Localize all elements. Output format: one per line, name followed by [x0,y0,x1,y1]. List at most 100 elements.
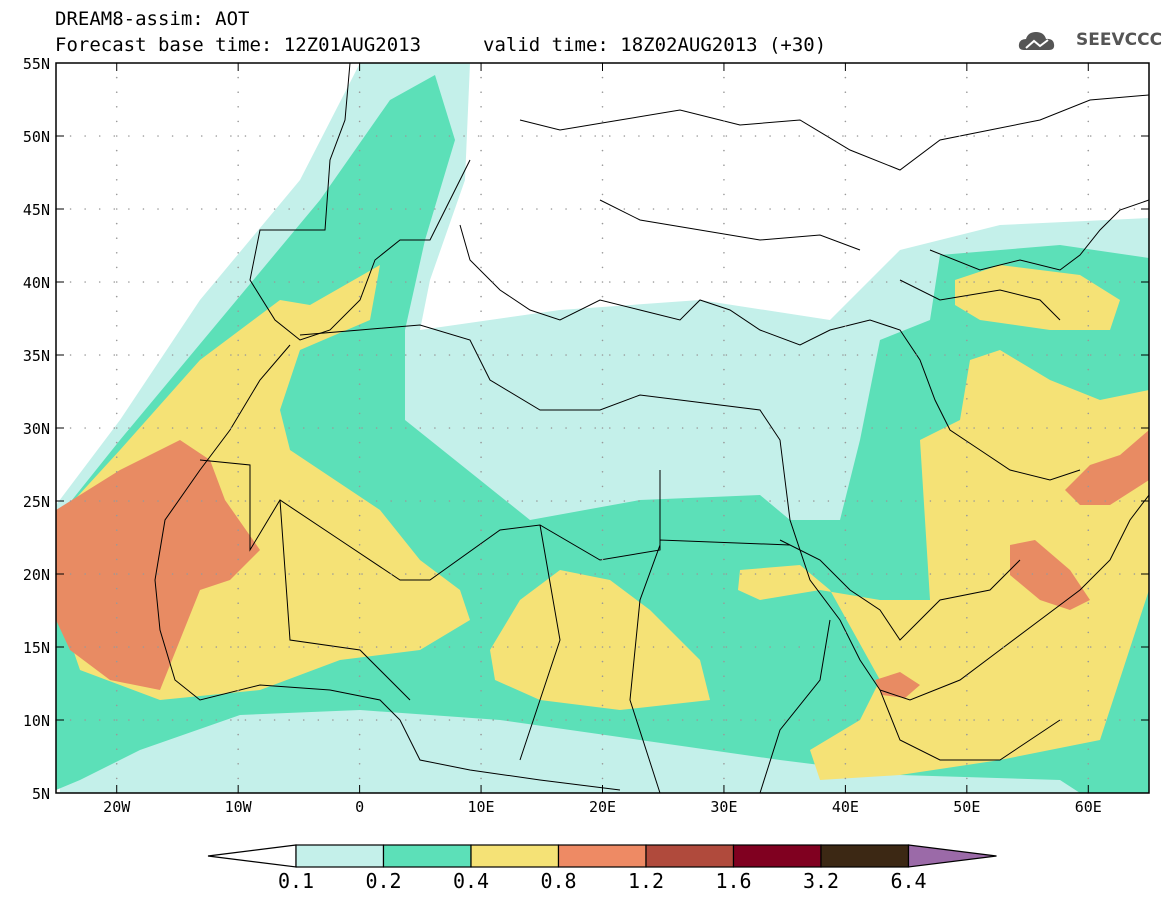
grid-dot [358,193,361,196]
grid-dot [844,266,847,269]
logo-text: SEEVCCC [1076,30,1163,50]
grid-dot [966,675,968,677]
grid-dot [346,500,349,502]
grid-dot [115,398,118,400]
grid-dot [1017,500,1019,502]
lon-tick-label: 40E [832,798,859,816]
grid-dot [601,733,604,736]
grid-dot [375,719,378,721]
grid-dot [740,500,742,502]
grid-dot [113,573,116,575]
grid-dot [237,733,239,736]
grid-dot [142,208,145,210]
grid-dot [142,135,145,137]
grid-dot [1031,354,1034,356]
grid-dot [1060,354,1063,356]
grid-dot [1031,427,1034,429]
grid-dot [237,617,239,619]
grid-dot [480,719,482,721]
grid-dot [900,354,903,356]
grid-dot [885,427,888,429]
grid-dot [434,719,436,721]
grid-dot [237,281,239,283]
grid-dot [915,208,917,210]
grid-dot [171,573,174,575]
grid-dot [966,441,968,444]
grid-dot [667,719,669,721]
grid-dot [1087,325,1090,327]
grid-dot [681,135,684,137]
grid-dot [966,295,968,298]
grid-dot [871,573,873,575]
grid-dot [302,573,305,575]
grid-dot [944,135,946,137]
grid-dot [1087,368,1090,371]
grid-dot [973,427,975,429]
grid-dot [157,208,159,210]
grid-dot [480,76,482,79]
lat-tick-label: 30N [23,420,50,438]
grid-dot [237,149,239,152]
grid-dot [157,719,159,721]
grid-dot [480,660,482,663]
grid-dot [1087,646,1090,648]
grid-dot [358,617,361,619]
grid-dot [1133,573,1136,575]
grid-dot [652,719,655,721]
grid-dot [361,281,363,283]
grid-dot [900,281,903,283]
grid-dot [711,354,713,356]
grid-dot [84,573,86,575]
grid-dot [480,500,482,502]
grid-dot [237,763,239,765]
grid-dot [725,354,728,356]
grid-dot [723,587,725,590]
grid-dot [157,354,159,356]
grid-dot [98,208,101,210]
grid-dot [842,135,844,137]
grid-dot [463,281,465,283]
grid-dot [480,544,482,546]
grid-dot [98,719,101,721]
grid-dot [1119,135,1121,137]
grid-dot [113,427,116,429]
grid-dot [783,354,786,356]
grid-dot [521,208,524,210]
grid-dot [601,675,604,677]
grid-dot [966,660,968,663]
grid-dot [434,427,436,429]
grid-dot [1089,135,1092,137]
grid-dot [740,573,742,575]
grid-dot [844,325,847,327]
grid-dot [128,354,130,356]
grid-dot [375,427,378,429]
grid-dot [723,222,725,225]
grid-dot [871,719,873,721]
grid-dot [565,354,567,356]
grid-dot [844,500,847,502]
grid-dot [601,690,604,692]
grid-dot [244,135,247,137]
grid-dot [358,368,361,371]
grid-dot [390,427,392,429]
grid-dot [601,646,604,648]
grid-dot [115,427,118,429]
grid-dot [115,544,118,546]
grid-dot [827,135,830,137]
grid-dot [506,646,509,648]
grid-dot [358,91,361,93]
grid-dot [273,719,276,721]
grid-dot [128,208,130,210]
grid-dot [966,485,968,488]
grid-dot [966,412,968,415]
grid-dot [783,500,786,502]
grid-dot [463,208,465,210]
grid-dot [594,208,597,210]
grid-dot [332,573,334,575]
grid-dot [84,646,86,648]
grid-dot [844,76,847,79]
grid-dot [844,558,847,561]
grid-dot [827,500,830,502]
grid-dot [844,485,847,488]
grid-dot [448,427,451,429]
